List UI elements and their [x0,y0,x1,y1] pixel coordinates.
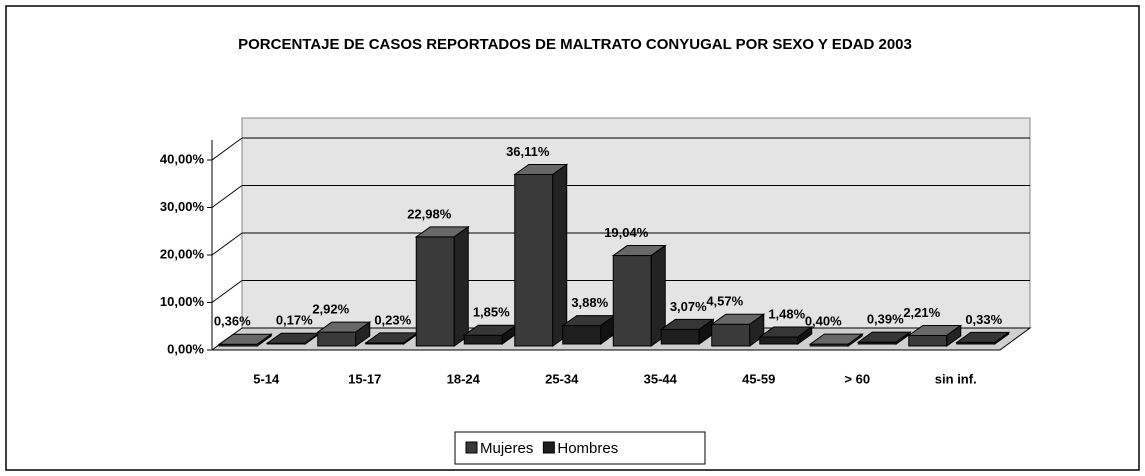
data-label: 0,33% [965,312,1002,327]
bar-side [552,163,568,347]
data-label: 2,92% [312,302,349,317]
x-tick-label: > 60 [844,371,870,386]
y-tick-label: 30,00% [160,199,205,214]
data-label: 0,36% [214,314,251,329]
bar [217,333,273,347]
legend-label: Hombres [557,440,618,457]
data-label: 0,40% [805,314,842,329]
x-tick-label: sin inf. [935,371,977,386]
legend-swatch [465,441,478,454]
x-tick-label: 18-24 [447,371,481,386]
data-label: 4,57% [706,294,743,309]
legend-box [454,431,706,465]
grid-line [211,232,243,256]
bar-front [415,236,455,347]
chart-title: PORCENTAJE DE CASOS REPORTADOS DE MALTRA… [238,36,912,53]
data-label: 2,21% [903,305,940,320]
x-tick-label: 35-44 [644,371,678,386]
y-tick-label: 0,00% [167,341,204,356]
bar-front [317,331,357,347]
bar [907,324,963,347]
bar [758,325,814,345]
bar [710,313,766,347]
data-label: 22,98% [407,206,452,221]
data-label: 0,17% [276,313,313,328]
data-label: 1,85% [473,305,510,320]
bar [611,244,667,347]
grid-line [211,280,243,303]
legend-label: Mujeres [480,440,533,457]
bar-front [660,328,700,345]
bar-side [994,331,1010,345]
data-label: 1,48% [768,306,805,321]
bar-side [946,324,962,347]
grid-line [211,185,243,208]
bar-front [759,336,799,345]
bar-front [562,325,602,345]
data-label: 0,39% [867,312,904,327]
bar [561,314,617,345]
bar [513,163,569,347]
bar [364,331,420,345]
x-tick-label: 5-14 [253,371,280,386]
bar [808,333,864,347]
y-tick-label: 20,00% [160,246,205,261]
bar-side [797,325,813,345]
x-tick-label: 25-34 [545,371,579,386]
bar [414,225,470,347]
data-label: 3,88% [571,295,608,310]
x-tick-label: 15-17 [348,371,381,386]
data-label: 19,04% [604,225,649,240]
bar [316,321,372,347]
y-tick-label: 40,00% [160,151,205,166]
bar-side [256,333,272,347]
bar-side [847,333,863,347]
bar [462,324,518,345]
bar-front [711,323,751,347]
bar-side [355,321,371,347]
bar [955,331,1011,345]
grid-line [211,137,243,161]
x-tick-label: 45-59 [742,371,775,386]
legend-swatch [542,441,555,454]
bar-side [453,225,469,347]
data-label: 0,23% [374,312,411,327]
bar-front [514,173,554,347]
bar-front [908,335,948,347]
data-label: 36,11% [506,144,550,159]
y-tick-label: 10,00% [160,294,205,309]
data-label: 3,07% [670,299,707,314]
bar-front [463,334,503,345]
bar [659,318,715,345]
bar-front [612,255,652,347]
